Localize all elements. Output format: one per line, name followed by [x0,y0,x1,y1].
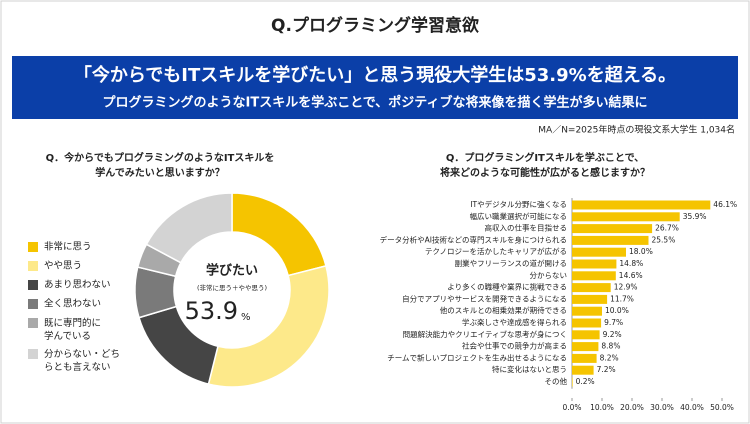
x-tick-label: 50.0% [710,403,734,412]
subheadline: プログラミングのようなITスキルを学ぶことで、ポジティブな将来像を描く学生が多い… [102,95,647,111]
legend-label: 非常に思う [44,241,92,253]
category-label: 副業やフリーランスの道が開ける [455,258,567,268]
value-label: 12.9% [614,283,638,292]
bar [572,247,626,257]
legend-swatch [28,299,38,309]
bar [572,212,680,222]
note: MA／N=2025年時点の現役文系大学生 1,034名 [538,124,735,136]
value-label: 0.2% [576,377,595,386]
bar [572,377,573,387]
center-unit: % [241,312,251,323]
chart-title: Q．今からでもプログラミングのようなITスキルを学んでみたいと思いますか？ [46,151,275,179]
value-label: 14.6% [619,271,643,280]
bar [572,200,711,210]
center-value: 53.9 [185,297,238,325]
value-label: 14.8% [619,259,643,268]
legend-label: やや思う [44,261,82,272]
category-label: その他 [545,376,568,386]
value-label: 8.2% [600,353,619,362]
legend-label: あまり思わない [44,280,111,291]
value-label: 7.2% [597,365,616,374]
bar [572,235,649,245]
bar [572,259,617,269]
category-label: チームで新しいプロジェクトを生み出せるようになる [387,352,567,362]
banner [12,56,738,119]
x-tick-label: 40.0% [680,403,704,412]
bar [572,330,600,340]
category-label: テクノロジーを活かしたキャリアが広がる [425,246,567,256]
category-label: 分からない [530,271,568,280]
value-label: 9.2% [603,330,622,339]
value-label: 35.9% [683,212,707,221]
category-label: 幅広い職業選択が可能になる [470,211,568,221]
bar [572,271,616,281]
category-label: 高収入の仕事を目指せる [485,223,568,233]
bar [572,353,597,363]
category-label: 特に変化はないと思う [492,364,567,374]
legend-label: 全く思わない [44,298,101,310]
donut-segment [207,264,330,388]
category-label: 問題解決能力やクリエイティブな思考が身につく [403,329,567,339]
value-label: 46.1% [713,200,737,209]
legend-swatch [28,261,38,271]
value-label: 11.7% [610,294,634,303]
value-label: 9.7% [604,318,623,327]
legend-swatch [28,318,38,328]
legend-label: 分からない・どちらとも言えない [44,349,120,373]
headline: 「今からでもITスキルを学びたい」と思う現役大学生は53.9%を超える。 [74,64,676,86]
legend-swatch [28,242,38,252]
category-label: 他のスキルとの相乗効果が期待できる [440,305,567,315]
category-label: より多くの職種や業界に挑戦できる [447,282,567,292]
value-label: 10.0% [605,306,629,315]
x-tick-label: 10.0% [590,403,614,412]
bar [572,318,602,328]
page-title: Q.プログラミング学習意欲 [271,15,479,36]
value-label: 18.0% [629,247,653,256]
bar [572,294,608,304]
donut-segment [145,192,233,264]
bar [572,283,611,293]
x-tick-label: 30.0% [650,403,674,412]
value-label: 26.7% [655,224,679,233]
x-tick-label: 0.0% [562,403,581,412]
category-label: データ分析やAI技術などの専門スキルを身につけられる [380,234,567,244]
center-sublabel: (非常に思う＋やや思う) [197,283,267,292]
bar [572,365,594,375]
legend-swatch [28,280,38,290]
category-label: 社会や仕事での競争力が高まる [462,341,567,351]
category-label: ITやデジタル分野に強くなる [470,199,567,209]
value-label: 8.8% [601,342,620,351]
chart-title: Q．プログラミングITスキルを学ぶことで、将来どのような可能性が広がると感じます… [440,151,650,179]
legend-label: 既に専門的に学んでいる [44,317,101,342]
category-label: 学ぶ楽しさや達成感を得られる [462,317,567,327]
value-label: 25.5% [652,235,676,244]
category-label: 自分でアプリやサービスを開発できるようになる [402,293,567,303]
bar [572,306,602,316]
legend-swatch [28,349,38,359]
bar [572,342,599,352]
bar [572,224,653,234]
x-tick-label: 20.0% [620,403,644,412]
center-label: 学びたい [206,263,258,279]
